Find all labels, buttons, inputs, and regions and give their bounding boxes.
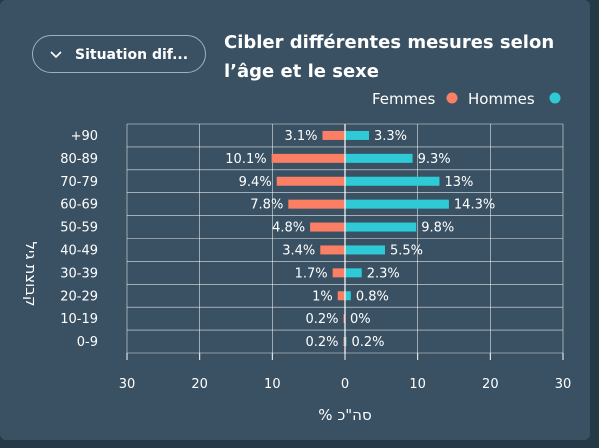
y-axis-title: קבוצת גיל: [22, 242, 40, 307]
legend-label-hommes: Hommes: [468, 90, 535, 108]
bar-hommes: [345, 337, 347, 347]
data-label-femmes: 7.8%: [250, 198, 283, 213]
bar-hommes: [345, 245, 385, 255]
y-tick-label: 70-79: [60, 175, 98, 190]
bar-femmes: [271, 153, 345, 163]
data-label-femmes: 3.1%: [284, 129, 317, 144]
y-tick-label: 30-39: [60, 266, 98, 281]
y-tick-label: +90: [71, 129, 98, 144]
legend-marker-femmes: [446, 92, 458, 104]
legend-marker-hommes: [549, 92, 561, 104]
legend-label-femmes: Femmes: [372, 90, 435, 108]
x-tick-label: 20: [191, 377, 208, 392]
data-label-hommes: 0.8%: [356, 289, 389, 304]
x-axis-title: % סה"כ: [318, 406, 371, 424]
x-tick-label: 10: [264, 377, 281, 392]
x-tick-label: 0: [341, 377, 349, 392]
data-label-hommes: 9.3%: [418, 152, 451, 167]
y-tick-label: 80-89: [60, 152, 98, 167]
x-tick-label: 30: [119, 377, 136, 392]
data-label-hommes: 3.3%: [374, 129, 407, 144]
bar-femmes: [310, 222, 345, 232]
bar-hommes: [345, 268, 362, 278]
bar-hommes: [345, 199, 449, 209]
chart-title: Cibler différentes mesures selon l’âge e…: [224, 32, 555, 82]
data-label-femmes: 3.4%: [282, 243, 315, 258]
x-tick-label: 10: [409, 377, 426, 392]
data-label-femmes: 9.4%: [239, 175, 272, 190]
x-tick-label: 20: [482, 377, 499, 392]
data-label-femmes: 1.7%: [295, 266, 328, 281]
chart-card: Situation dif... Cibler différentes mesu…: [0, 0, 590, 440]
y-tick-label: 60-69: [60, 198, 98, 213]
data-label-hommes: 14.3%: [454, 198, 495, 213]
chevron-down-icon: [50, 51, 62, 59]
y-tick-label: 40-49: [60, 243, 98, 258]
data-label-hommes: 9.8%: [421, 221, 454, 236]
dropdown-label: Situation dif...: [75, 47, 189, 63]
data-label-hommes: 5.5%: [390, 243, 423, 258]
bar-hommes: [345, 130, 369, 140]
y-tick-label: 10-19: [60, 312, 98, 327]
x-tick-label: 30: [555, 377, 572, 392]
bar-femmes: [320, 245, 345, 255]
bar-femmes: [332, 268, 345, 278]
situation-dropdown[interactable]: Situation dif...: [32, 35, 206, 73]
y-tick-label: 50-59: [60, 221, 98, 236]
data-label-hommes: 0.2%: [351, 335, 384, 350]
bar-hommes: [345, 176, 440, 186]
bar-femmes: [288, 199, 345, 209]
data-label-hommes: 13%: [444, 175, 473, 190]
bar-femmes: [322, 130, 345, 140]
data-label-femmes: 4.8%: [272, 221, 305, 236]
bar-femmes: [343, 314, 345, 324]
data-label-hommes: 0%: [350, 312, 371, 327]
bar-femmes: [343, 337, 345, 347]
data-label-hommes: 2.3%: [367, 266, 400, 281]
bar-hommes: [345, 291, 351, 301]
data-label-femmes: 10.1%: [225, 152, 266, 167]
data-label-femmes: 1%: [312, 289, 333, 304]
bar-femmes: [276, 176, 345, 186]
data-label-femmes: 0.2%: [306, 335, 339, 350]
bar-hommes: [345, 222, 417, 232]
bar-femmes: [337, 291, 345, 301]
y-tick-label: 0-9: [77, 335, 98, 350]
bar-hommes: [345, 153, 413, 163]
data-label-femmes: 0.2%: [306, 312, 339, 327]
y-tick-label: 20-29: [60, 289, 98, 304]
